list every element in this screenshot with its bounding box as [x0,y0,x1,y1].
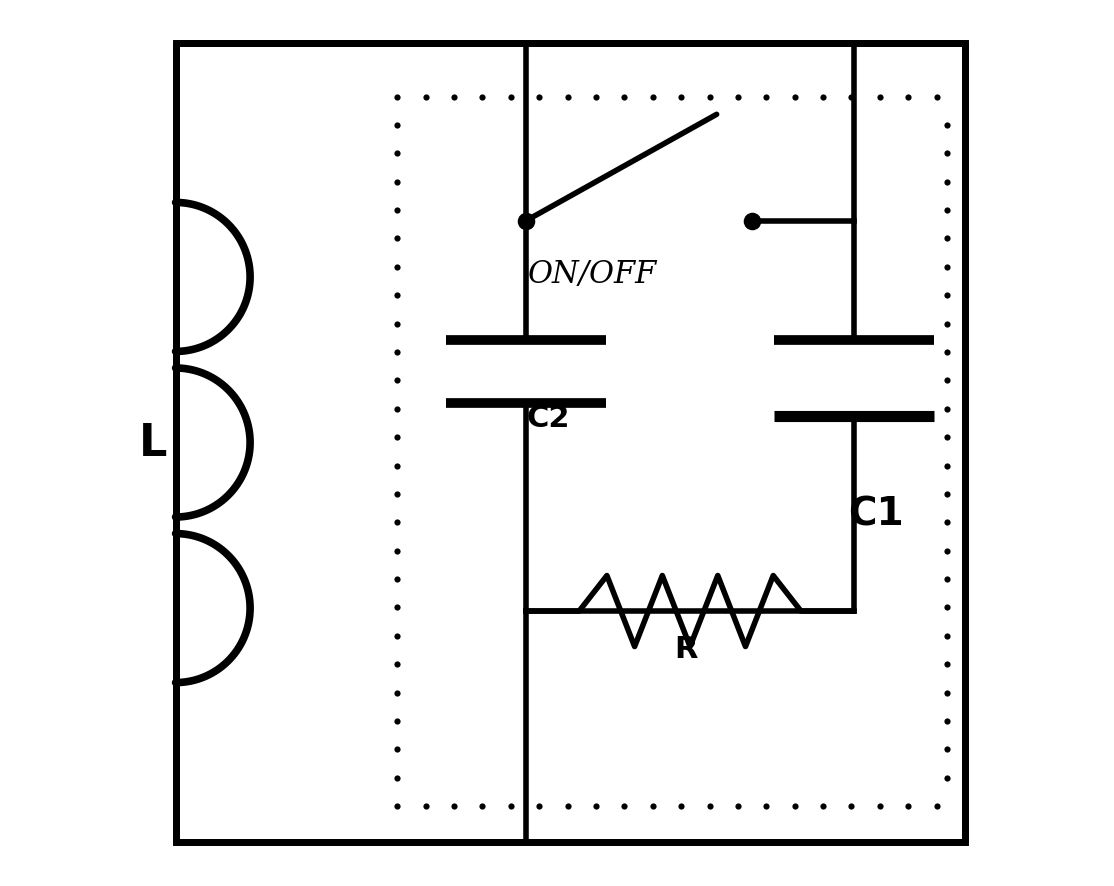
Point [446,799,463,813]
Point [938,572,956,587]
Point [417,799,434,813]
Point [502,799,520,813]
Point [473,799,491,813]
Point [389,260,407,275]
Point [938,289,956,303]
Point [758,90,775,105]
Point [389,516,407,530]
Text: ON/OFF: ON/OFF [528,260,657,290]
Point [389,402,407,416]
Point [871,799,889,813]
Point [530,90,548,105]
Point [938,516,956,530]
Point [389,147,407,161]
Point [938,459,956,473]
Point [785,799,803,813]
Point [587,90,605,105]
Point [616,799,634,813]
Point [938,742,956,757]
Point [814,90,832,105]
Point [644,799,662,813]
Point [389,601,407,615]
Point [389,459,407,473]
Point [938,431,956,445]
Point [389,487,407,501]
Point [938,686,956,700]
Point [938,629,956,643]
Point [389,204,407,218]
Point [559,90,577,105]
Point [701,799,719,813]
Point [928,90,946,105]
Point [389,431,407,445]
Point [729,90,746,105]
Point [672,90,690,105]
Point [938,487,956,501]
Point [389,714,407,728]
Point [842,90,860,105]
Point [389,742,407,757]
Point [502,90,520,105]
Point [938,119,956,133]
Point [938,260,956,275]
Point [938,714,956,728]
Point [417,90,434,105]
Point [938,771,956,785]
Text: C2: C2 [527,404,570,432]
Point [743,214,761,229]
Point [389,657,407,672]
Point [389,629,407,643]
Point [389,232,407,246]
Point [871,90,889,105]
Point [938,402,956,416]
Point [928,799,946,813]
Point [938,175,956,190]
Text: R: R [674,634,697,663]
Point [446,90,463,105]
Point [389,90,407,105]
Text: C1: C1 [849,495,905,532]
Point [389,175,407,190]
Point [938,317,956,331]
Point [389,572,407,587]
Point [814,799,832,813]
Point [758,799,775,813]
Point [559,799,577,813]
Point [616,90,634,105]
Point [938,346,956,360]
Point [701,90,719,105]
Point [938,232,956,246]
Point [517,214,535,229]
Point [587,799,605,813]
Point [530,799,548,813]
Point [389,799,407,813]
Point [389,374,407,388]
Point [938,147,956,161]
Text: L: L [139,422,167,464]
Point [389,771,407,785]
Point [389,317,407,331]
Point [389,289,407,303]
Point [729,799,746,813]
Point [842,799,860,813]
Point [473,90,491,105]
Bar [176,44,965,842]
Point [938,544,956,558]
Point [938,601,956,615]
Point [389,544,407,558]
Point [672,799,690,813]
Point [389,346,407,360]
Point [938,204,956,218]
Point [785,90,803,105]
Point [899,90,917,105]
Point [389,686,407,700]
Point [389,119,407,133]
Point [938,657,956,672]
Point [899,799,917,813]
Point [644,90,662,105]
Point [938,374,956,388]
